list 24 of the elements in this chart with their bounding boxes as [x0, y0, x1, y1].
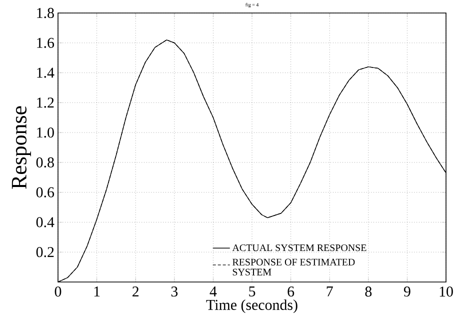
x-tick-label: 8: [365, 286, 372, 297]
legend-label: RESPONSE OF ESTIMATED SYSTEM: [232, 258, 355, 276]
y-tick-label: 1.8: [37, 8, 54, 18]
y-tick-label: 1.4: [37, 68, 54, 78]
legend-label: ACTUAL SYSTEM RESPONSE: [232, 244, 366, 252]
x-tick-label: 7: [326, 286, 333, 296]
x-tick-label: 2: [132, 286, 139, 296]
x-tick-label: 0: [54, 286, 62, 297]
x-tick-label: 10: [440, 286, 453, 297]
y-tick-label: 1.0: [37, 127, 54, 138]
x-tick-label: 5: [249, 286, 256, 296]
y-tick-label: 0.4: [36, 217, 54, 228]
x-tick-label: 3: [171, 286, 178, 297]
x-tick-label: 6: [288, 286, 294, 297]
x-tick-label: 9: [404, 286, 410, 297]
y-tick-label: 0.6: [36, 187, 54, 198]
x-tick-label: 4: [210, 286, 217, 296]
y-tick-label: 1.2: [37, 98, 54, 108]
y-tick-label: 0.8: [36, 157, 54, 168]
x-tick-label: 1: [94, 286, 100, 296]
y-tick-label: 1.6: [37, 38, 54, 48]
y-tick-label: 0.2: [36, 247, 54, 258]
x-axis-title: Time (seconds): [206, 299, 298, 313]
y-axis-title: Response: [12, 106, 31, 189]
